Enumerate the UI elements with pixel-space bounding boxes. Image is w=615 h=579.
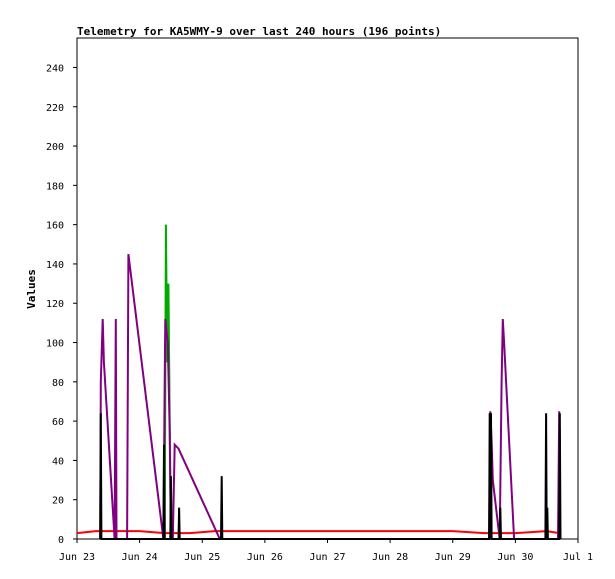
- y-axis: 0 20 40 60 80 100 120 140 160 180 200 220 240: [46, 63, 77, 546]
- plot-area-frame: [76, 37, 579, 540]
- x-axis: Jun 23 Jun 24 Jun 25 Jun 26 Jun 27 Jun 28 Jun …: [59, 539, 593, 563]
- y-tick-label: 180: [46, 181, 64, 192]
- y-axis-title: Values: [25, 269, 38, 309]
- y-tick-label: 0: [58, 535, 64, 546]
- y-tick-label: 140: [46, 260, 64, 271]
- x-tick-label: Jun 27: [309, 552, 345, 563]
- x-tick-label: Jun 23: [59, 552, 95, 563]
- series-layer: [76, 224, 562, 540]
- x-tick-label: Jun 28: [372, 552, 408, 563]
- series-line-1: [76, 530, 560, 535]
- chart-title: Telemetry for KA5WMY-9 over last 240 hou…: [77, 25, 441, 38]
- x-tick-label: Jun 30: [497, 552, 533, 563]
- y-tick-label: 60: [52, 417, 64, 428]
- x-tick-label: Jun 24: [122, 552, 158, 563]
- y-tick-label: 80: [52, 378, 64, 389]
- series-line-4: [99, 413, 562, 540]
- y-tick-label: 200: [46, 142, 64, 153]
- y-tick-label: 220: [46, 103, 64, 114]
- y-tick-label: 240: [46, 63, 64, 74]
- x-tick-label: Jun 25: [184, 552, 220, 563]
- y-tick-label: 20: [52, 496, 64, 507]
- y-tick-label: 120: [46, 299, 64, 310]
- y-tick-label: 40: [52, 456, 64, 467]
- x-tick-label: Jun 29: [435, 552, 471, 563]
- x-tick-label: Jul 1: [563, 552, 593, 563]
- y-tick-label: 100: [46, 339, 64, 350]
- series-line-3: [99, 253, 561, 540]
- x-tick-label: Jun 26: [247, 552, 283, 563]
- y-tick-label: 160: [46, 221, 64, 232]
